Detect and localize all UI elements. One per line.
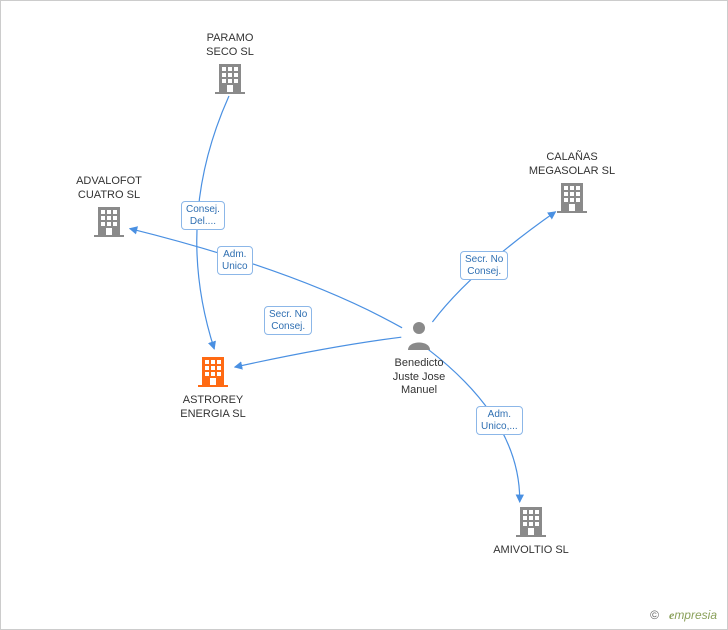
node-paramo[interactable]: PARAMOSECO SL	[170, 32, 290, 98]
node-label: ADVALOFOTCUATRO SL	[49, 175, 169, 203]
diagram-container: Consej. Del.... Adm. Unico Secr. No Consej…	[0, 0, 728, 630]
node-advalofot[interactable]: ADVALOFOTCUATRO SL	[49, 175, 169, 241]
edge-label-e5: Adm. Unico,...	[476, 406, 523, 435]
node-calanas[interactable]: CALAÑASMEGASOLAR SL	[512, 151, 632, 217]
brand-rest: mpresia	[674, 608, 717, 622]
edge-e3	[235, 337, 402, 367]
node-amivoltio[interactable]: AMIVOLTIO SL	[471, 505, 591, 558]
building-icon	[215, 85, 245, 97]
building-icon	[94, 228, 124, 240]
copyright-symbol: ©	[650, 608, 659, 622]
edge-label-e1: Consej. Del....	[181, 201, 225, 230]
person-icon	[404, 341, 434, 353]
edges-layer	[1, 1, 728, 630]
node-label: BenedictoJuste JoseManuel	[359, 357, 479, 398]
edge-label-e2: Adm. Unico	[217, 246, 253, 275]
building-icon	[557, 204, 587, 216]
node-astrorey[interactable]: ASTROREYENERGIA SL	[153, 355, 273, 421]
building-icon	[198, 378, 228, 390]
edge-label-e4: Secr. No Consej.	[460, 251, 508, 280]
edge-label-e3: Secr. No Consej.	[264, 306, 312, 335]
node-label: PARAMOSECO SL	[170, 32, 290, 60]
node-benedicto[interactable]: BenedictoJuste JoseManuel	[359, 318, 479, 398]
footer-brand: © empresia	[650, 608, 717, 623]
node-label: CALAÑASMEGASOLAR SL	[512, 151, 632, 179]
node-label: ASTROREYENERGIA SL	[153, 394, 273, 422]
building-icon	[516, 528, 546, 540]
node-label: AMIVOLTIO SL	[471, 544, 591, 558]
